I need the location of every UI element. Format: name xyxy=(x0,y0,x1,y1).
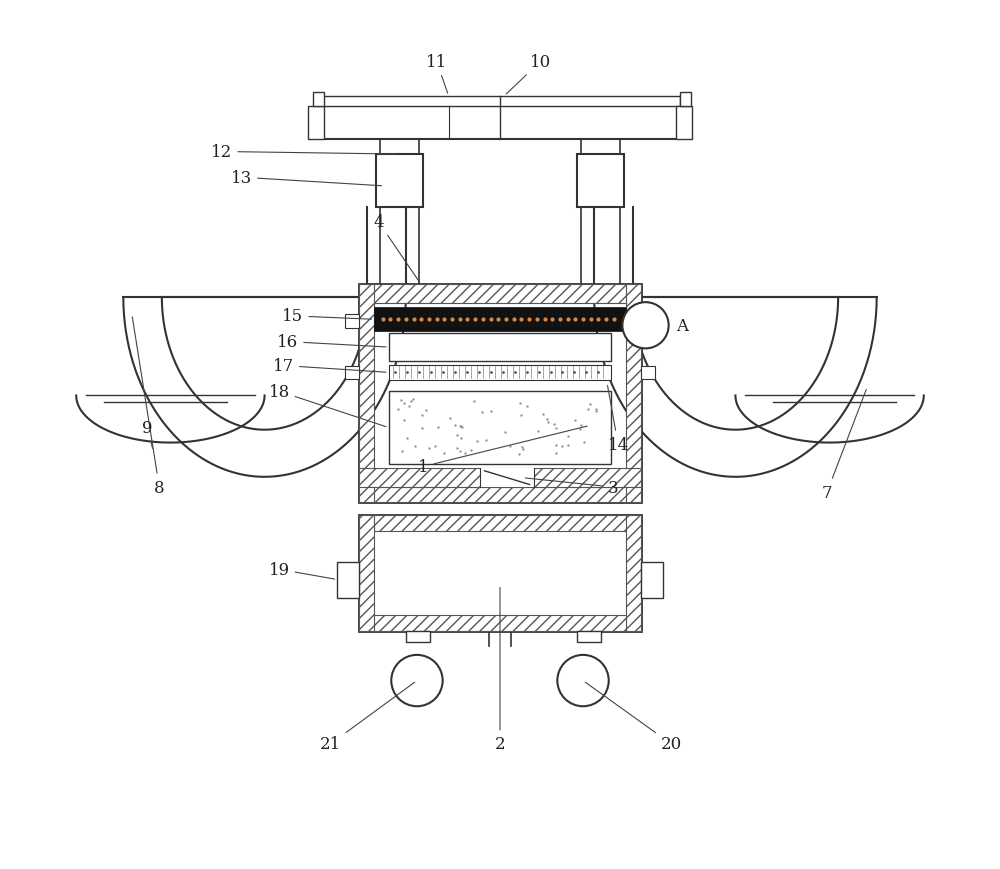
Bar xyxy=(641,367,655,380)
Bar xyxy=(374,308,626,332)
Text: 21: 21 xyxy=(320,682,415,753)
Bar xyxy=(359,515,641,631)
Text: 14: 14 xyxy=(608,386,629,454)
Bar xyxy=(337,563,359,599)
Text: 17: 17 xyxy=(273,358,386,375)
Text: 2: 2 xyxy=(495,587,505,753)
Bar xyxy=(313,93,324,107)
Text: 11: 11 xyxy=(426,54,448,94)
Text: 19: 19 xyxy=(269,561,335,580)
Text: A: A xyxy=(676,317,688,335)
Bar xyxy=(626,515,641,631)
Bar xyxy=(406,631,430,642)
Text: 18: 18 xyxy=(268,383,386,428)
Bar xyxy=(641,563,663,599)
Bar xyxy=(345,315,359,328)
Bar xyxy=(676,107,692,140)
Bar xyxy=(359,616,641,631)
Text: 4: 4 xyxy=(373,214,419,282)
Circle shape xyxy=(622,302,669,349)
Text: 9: 9 xyxy=(142,419,153,449)
Bar xyxy=(359,285,374,503)
Bar xyxy=(641,315,655,328)
Bar xyxy=(389,365,611,381)
Bar xyxy=(376,155,423,208)
Bar xyxy=(626,285,641,503)
Bar xyxy=(308,107,324,140)
Bar xyxy=(359,468,641,488)
Bar xyxy=(680,93,691,107)
Bar xyxy=(359,488,641,503)
Bar xyxy=(345,367,359,380)
Bar xyxy=(359,285,641,303)
Bar xyxy=(480,468,534,488)
Bar xyxy=(320,107,680,140)
Text: 1: 1 xyxy=(418,427,587,475)
Bar xyxy=(389,392,611,464)
Circle shape xyxy=(391,655,443,706)
Text: 10: 10 xyxy=(506,54,551,95)
Bar xyxy=(577,631,601,642)
Bar xyxy=(320,96,680,107)
Bar xyxy=(359,515,374,631)
Text: 8: 8 xyxy=(132,317,165,496)
Text: 7: 7 xyxy=(822,390,866,501)
Text: 3: 3 xyxy=(525,479,618,496)
Text: 20: 20 xyxy=(585,682,682,753)
Text: 16: 16 xyxy=(277,334,386,350)
Circle shape xyxy=(557,655,609,706)
Bar xyxy=(359,285,641,503)
Bar xyxy=(389,334,611,362)
Text: 15: 15 xyxy=(282,308,371,325)
Text: 13: 13 xyxy=(231,169,382,187)
Text: 12: 12 xyxy=(211,143,397,161)
Bar xyxy=(577,155,624,208)
Bar xyxy=(359,515,641,531)
